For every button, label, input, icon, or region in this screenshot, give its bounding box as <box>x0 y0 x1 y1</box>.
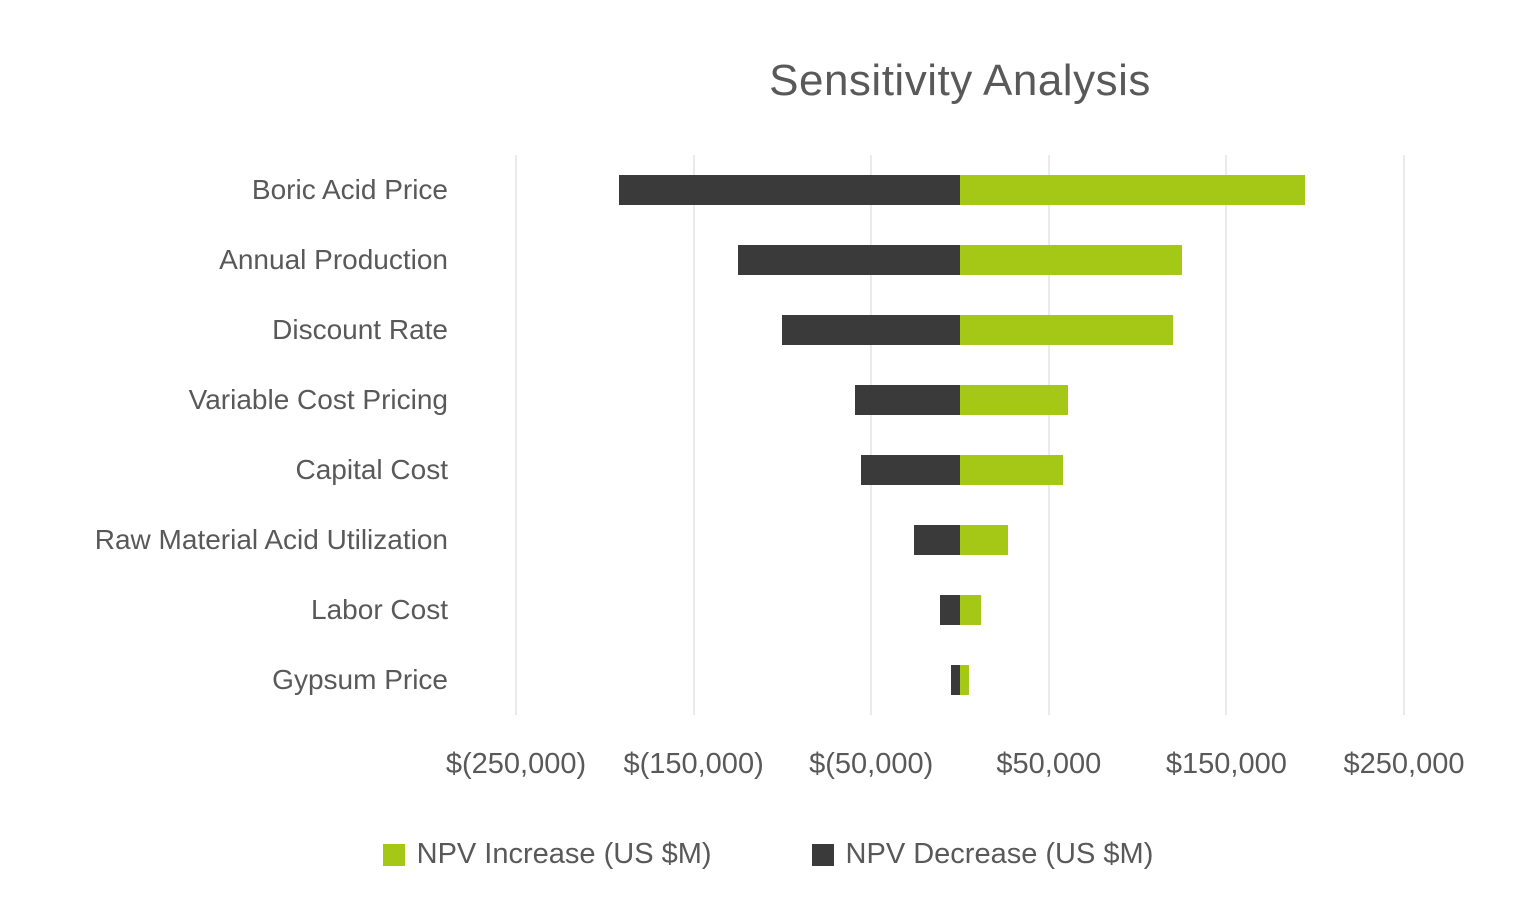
x-tick-label: $250,000 <box>1343 748 1465 780</box>
gridline <box>1048 155 1050 715</box>
legend: NPV Increase (US $M) NPV Decrease (US $M) <box>0 838 1536 871</box>
bar-row <box>516 295 1404 365</box>
category-label: Gypsum Price <box>272 664 448 695</box>
category-label: Variable Cost Pricing <box>188 384 448 415</box>
bar-npv-increase <box>960 665 969 695</box>
bar-npv-decrease <box>782 315 960 345</box>
bar-npv-decrease <box>951 665 960 695</box>
category-label: Annual Production <box>219 244 448 275</box>
bar-npv-increase <box>960 455 1063 485</box>
bar-npv-decrease <box>860 455 960 485</box>
x-tick-label: $50,000 <box>996 748 1102 780</box>
bar-row <box>516 365 1404 435</box>
bar-row <box>516 225 1404 295</box>
gridline <box>1225 155 1227 715</box>
gridline <box>693 155 695 715</box>
x-tick-label: $(50,000) <box>809 748 934 780</box>
legend-swatch-icon <box>811 843 834 866</box>
x-axis: $(250,000) $(150,000) $(50,000) $50,000 $150… <box>446 748 1465 792</box>
bar-npv-decrease <box>619 175 960 205</box>
gridline <box>1403 155 1405 715</box>
bar-npv-increase <box>960 595 982 625</box>
bar-npv-increase <box>960 315 1174 345</box>
bar-row <box>516 575 1404 645</box>
x-tick-label: $(150,000) <box>623 748 764 780</box>
bar-row <box>516 435 1404 505</box>
bar-npv-increase <box>960 175 1305 205</box>
bar-npv-increase <box>960 385 1069 415</box>
gridline <box>870 155 872 715</box>
bar-row <box>516 155 1404 225</box>
gridline <box>515 155 517 715</box>
x-tick-label: $(250,000) <box>445 748 587 780</box>
category-label: Capital Cost <box>295 454 448 485</box>
legend-label: NPV Increase (US $M) <box>416 838 712 870</box>
bar-npv-increase <box>960 525 1008 555</box>
category-labels: Boric Acid Price Annual Production Discoun… <box>0 155 482 715</box>
category-label: Discount Rate <box>272 314 448 345</box>
bar-npv-decrease <box>738 245 960 275</box>
legend-item: NPV Increase (US $M) <box>382 838 712 871</box>
plot-area <box>515 155 1405 715</box>
legend-item: NPV Decrease (US $M) <box>811 838 1154 871</box>
bar-npv-increase <box>960 245 1182 275</box>
category-label: Labor Cost <box>311 594 448 625</box>
legend-label: NPV Decrease (US $M) <box>845 838 1154 870</box>
bar-row <box>516 505 1404 575</box>
bar-npv-decrease <box>855 385 960 415</box>
x-tick-label: $150,000 <box>1165 748 1287 780</box>
category-label: Raw Material Acid Utilization <box>94 524 448 555</box>
bar-npv-decrease <box>940 595 960 625</box>
chart-title: Sensitivity Analysis <box>769 56 1151 105</box>
bar-npv-decrease <box>913 525 960 555</box>
legend-swatch-icon <box>382 843 405 866</box>
bar-row <box>516 645 1404 715</box>
category-label: Boric Acid Price <box>251 174 448 205</box>
